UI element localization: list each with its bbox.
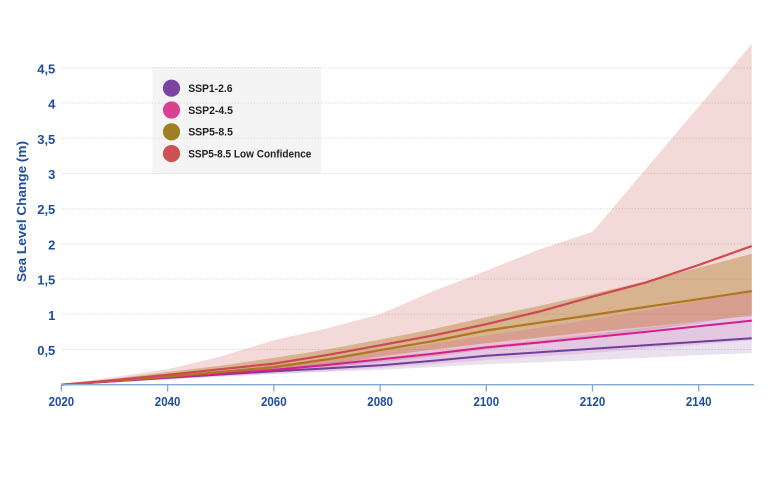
svg-text:Sea Level Change (m): Sea Level Change (m) bbox=[14, 141, 29, 282]
svg-text:3: 3 bbox=[48, 167, 55, 182]
svg-text:SSP5-8.5 Low Confidence: SSP5-8.5 Low Confidence bbox=[188, 149, 311, 161]
svg-text:2020: 2020 bbox=[49, 394, 75, 409]
svg-text:3,5: 3,5 bbox=[37, 132, 55, 147]
svg-text:0,5: 0,5 bbox=[37, 343, 55, 358]
svg-text:SSP5-8.5: SSP5-8.5 bbox=[188, 127, 233, 139]
svg-text:4: 4 bbox=[48, 97, 56, 112]
svg-text:SSP1-2.6: SSP1-2.6 bbox=[188, 83, 232, 95]
svg-text:2100: 2100 bbox=[474, 394, 500, 409]
svg-text:4,5: 4,5 bbox=[37, 61, 55, 76]
svg-text:2140: 2140 bbox=[686, 394, 712, 409]
svg-text:2120: 2120 bbox=[580, 394, 606, 409]
svg-text:2060: 2060 bbox=[261, 394, 287, 409]
svg-text:1,5: 1,5 bbox=[37, 273, 55, 288]
svg-text:2,5: 2,5 bbox=[37, 202, 55, 217]
svg-text:2: 2 bbox=[48, 237, 55, 252]
svg-text:SSP2-4.5: SSP2-4.5 bbox=[188, 105, 233, 117]
svg-text:2080: 2080 bbox=[367, 394, 393, 409]
svg-text:1: 1 bbox=[48, 308, 55, 323]
svg-text:2040: 2040 bbox=[155, 394, 181, 409]
